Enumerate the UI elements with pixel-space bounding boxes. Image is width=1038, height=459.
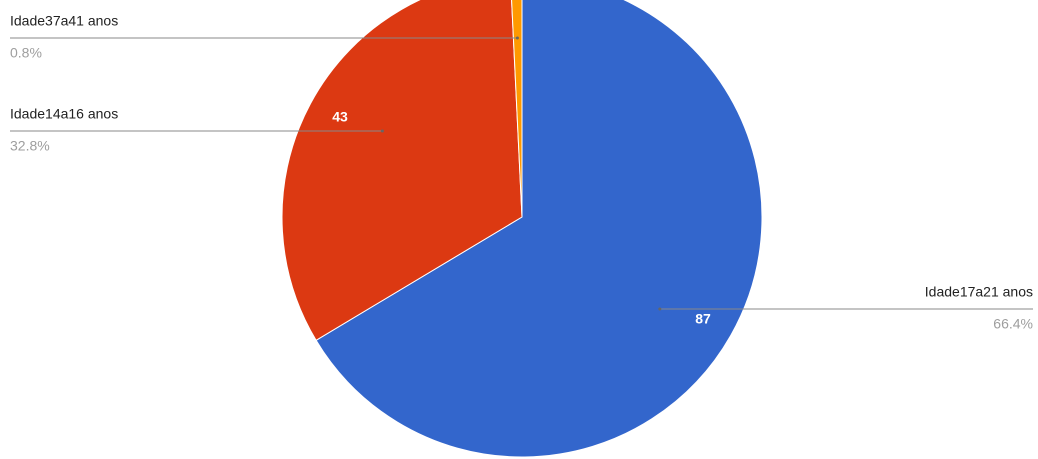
pie-slice [281, 0, 523, 341]
leader-dot [658, 307, 662, 311]
slice-percent: 66.4% [993, 316, 1033, 332]
slice-name: Idade17a21 anos [925, 284, 1033, 300]
pie-slice [315, 0, 763, 458]
slice-percent: 32.8% [10, 138, 50, 154]
slice-name: Idade37a41 anos [10, 13, 118, 29]
slice-value: 87 [695, 311, 711, 327]
leader-dot [515, 36, 519, 40]
pie-slice [511, 0, 523, 218]
slice-value: 43 [332, 109, 348, 125]
slice-percent: 0.8% [10, 45, 42, 61]
slice-name: Idade14a16 anos [10, 106, 118, 122]
leader-dot [380, 129, 384, 133]
